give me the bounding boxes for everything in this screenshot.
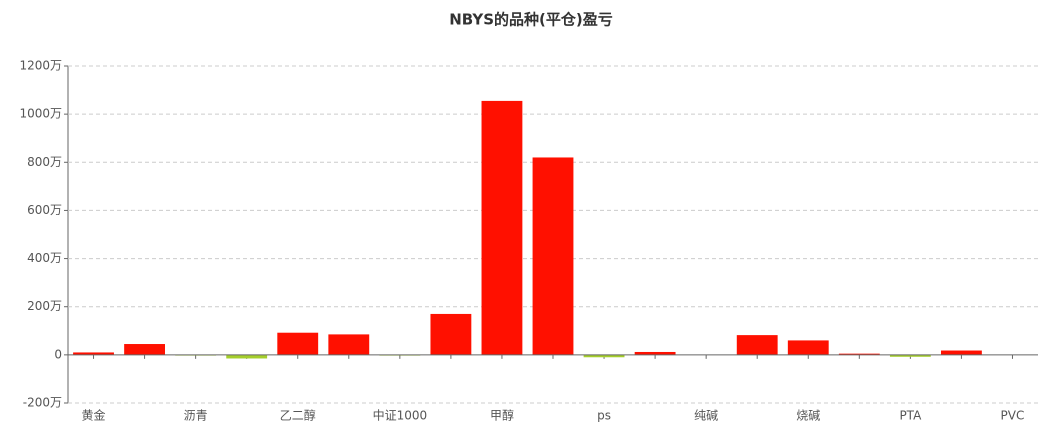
- bar: [941, 350, 982, 355]
- bar: [481, 100, 523, 355]
- bar: [73, 352, 114, 355]
- y-tick-label: 200万: [27, 299, 62, 313]
- y-tick-label: 600万: [27, 203, 62, 217]
- y-tick-label: 800万: [27, 155, 62, 169]
- bar: [838, 353, 880, 355]
- bar: [583, 354, 625, 358]
- bar: [889, 354, 931, 357]
- bar: [787, 340, 829, 355]
- x-tick-label: 甲醇: [490, 408, 514, 423]
- x-tick-label: 乙二醇: [280, 408, 316, 423]
- y-tick-label: 1200万: [19, 59, 62, 73]
- y-tick-label: -200万: [23, 396, 62, 410]
- x-tick-label: 黄金: [82, 408, 106, 423]
- y-tick-label: 400万: [27, 251, 62, 265]
- x-tick-label: PVC: [1001, 409, 1025, 423]
- chart-title: NBYS的品种(平仓)盈亏: [449, 11, 613, 29]
- bar: [226, 354, 268, 359]
- bar: [124, 344, 165, 355]
- x-tick-label: ps: [597, 409, 611, 423]
- bar: [736, 335, 778, 355]
- x-tick-label: PTA: [899, 409, 922, 423]
- bar: [277, 332, 319, 355]
- x-tick-label: 烧碱: [796, 409, 820, 423]
- x-tick-label: 沥青: [184, 409, 208, 423]
- x-tick-label: 纯碱: [694, 409, 718, 423]
- bar: [430, 313, 472, 355]
- y-tick-label: 1000万: [19, 107, 62, 121]
- bar: [328, 334, 370, 355]
- x-tick-label: 中证1000: [373, 408, 428, 423]
- bar: [634, 351, 676, 355]
- bar: [532, 157, 574, 355]
- y-tick-label: 0: [54, 347, 62, 361]
